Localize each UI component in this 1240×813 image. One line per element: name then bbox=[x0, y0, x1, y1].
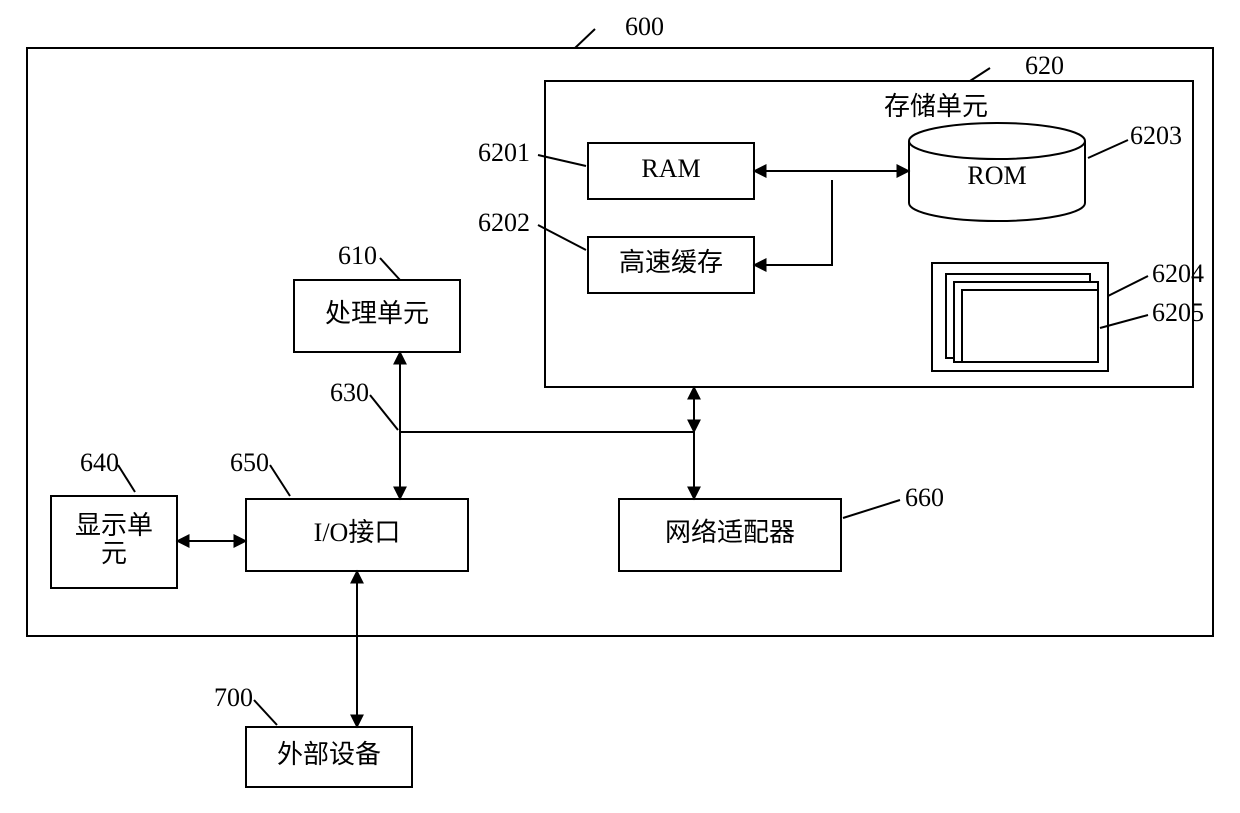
program-stack-card-2 bbox=[962, 290, 1098, 362]
diagram-canvas: 600存储单元620ROM6203RAM6201高速缓存6202处理单元610显… bbox=[0, 0, 1240, 813]
rom-label: ROM bbox=[967, 161, 1026, 190]
ref-630: 630 bbox=[330, 378, 369, 407]
ref-6203: 6203 bbox=[1130, 121, 1182, 150]
ram-label: RAM bbox=[641, 154, 700, 183]
ref-620: 620 bbox=[1025, 51, 1064, 80]
rom-cylinder-top bbox=[909, 123, 1085, 159]
ext-label: 外部设备 bbox=[277, 740, 381, 769]
ref-660: 660 bbox=[905, 483, 944, 512]
net-label: 网络适配器 bbox=[665, 518, 795, 547]
ref-6205: 6205 bbox=[1152, 298, 1204, 327]
io-label: I/O接口 bbox=[314, 518, 401, 547]
ref-700: 700 bbox=[214, 683, 253, 712]
ref-650: 650 bbox=[230, 448, 269, 477]
ref-640: 640 bbox=[80, 448, 119, 477]
ref-6201: 6201 bbox=[478, 138, 530, 167]
cpu-label: 处理单元 bbox=[325, 299, 429, 328]
ref-6204: 6204 bbox=[1152, 259, 1204, 288]
leader-line bbox=[254, 700, 277, 725]
leader-line bbox=[575, 29, 595, 48]
cache-label: 高速缓存 bbox=[619, 248, 723, 277]
ref-6202: 6202 bbox=[478, 208, 530, 237]
storage-unit-label: 存储单元 bbox=[884, 92, 988, 121]
ref-610: 610 bbox=[338, 241, 377, 270]
ref-600: 600 bbox=[625, 12, 664, 41]
